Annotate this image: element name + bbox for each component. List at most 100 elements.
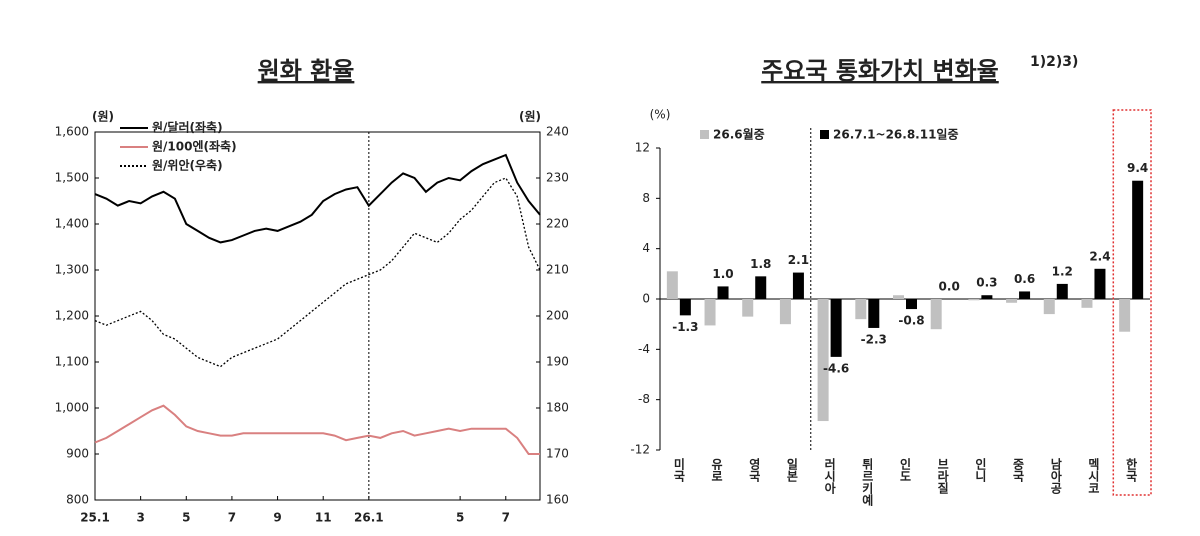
x-tick-label: 3 xyxy=(136,511,144,525)
y2-tick-label: 210 xyxy=(546,263,569,277)
x-tick-label: 9 xyxy=(273,511,281,525)
bar xyxy=(855,299,867,320)
legend-label: 원/달러(좌축) xyxy=(152,120,223,135)
y-unit: (%) xyxy=(650,108,671,122)
bar xyxy=(1119,299,1131,332)
series-line xyxy=(94,177,541,368)
highlight-box xyxy=(1112,109,1152,496)
series-line xyxy=(94,404,540,455)
bar xyxy=(1043,299,1055,315)
x-tick-label: 5 xyxy=(456,511,464,525)
value-label: -2.3 xyxy=(861,332,887,346)
value-label: 1.0 xyxy=(712,267,733,281)
value-label: 1.8 xyxy=(750,257,771,271)
bar xyxy=(742,299,754,317)
x-tick-label: 일본 xyxy=(785,458,799,483)
x-tick-label: 남아공 xyxy=(1049,457,1063,495)
y2-tick-label: 180 xyxy=(546,401,569,415)
y-tick-label: 1,300 xyxy=(55,263,89,277)
bar xyxy=(1056,283,1068,299)
y2-tick-label: 200 xyxy=(546,309,569,323)
x-tick-label: 26.1 xyxy=(354,511,384,525)
y-tick-label: 1,500 xyxy=(55,171,89,185)
value-label: -0.8 xyxy=(898,314,924,328)
x-tick-label: 25.1 xyxy=(80,511,110,525)
x-tick-label: 브라질 xyxy=(936,458,950,495)
value-label: 0.0 xyxy=(939,280,960,294)
bar xyxy=(1132,180,1144,299)
bar xyxy=(981,295,993,299)
bar xyxy=(906,299,917,310)
y2-unit: (원) xyxy=(519,110,541,124)
x-tick-label: 미국 xyxy=(672,457,686,483)
y-tick-label: 800 xyxy=(66,493,89,507)
plot-frame xyxy=(94,131,541,501)
bar xyxy=(755,276,767,299)
x-tick-label: 튀르키예 xyxy=(860,458,874,507)
x-tick-label: 7 xyxy=(228,511,236,525)
x-tick-label: 5 xyxy=(182,511,190,525)
y2-tick-label: 170 xyxy=(546,447,569,461)
x-tick-label: 인도 xyxy=(898,457,912,482)
x-tick-label: 멕시코 xyxy=(1086,457,1100,494)
bar xyxy=(893,295,904,299)
value-label: -4.6 xyxy=(823,361,849,375)
y-tick-label: -8 xyxy=(638,392,650,406)
bar xyxy=(1019,291,1031,299)
y2-tick-label: 240 xyxy=(546,125,569,139)
y-tick-label: -4 xyxy=(638,342,650,356)
value-label: -1.3 xyxy=(672,320,698,334)
x-tick-label: 한국 xyxy=(1124,457,1138,483)
y-tick-label: 1,200 xyxy=(55,309,89,323)
bar xyxy=(1094,268,1106,299)
x-tick-label: 영국 xyxy=(747,457,761,483)
x-tick-label: 7 xyxy=(502,511,510,525)
legend-label: 26.7.1~26.8.11일중 xyxy=(833,128,959,142)
x-tick-label: 러시아 xyxy=(823,457,837,495)
x-tick-label: 11 xyxy=(315,511,332,525)
y-tick-label: 8 xyxy=(642,191,650,205)
y-tick-label: 12 xyxy=(635,141,650,155)
value-label: 2.1 xyxy=(788,253,809,267)
title-note: 1)2)3) xyxy=(1030,54,1078,70)
bar xyxy=(1081,299,1093,308)
bar xyxy=(704,299,716,326)
legend-swatch xyxy=(820,130,829,139)
value-label: 1.2 xyxy=(1052,264,1073,278)
bar xyxy=(868,299,880,328)
legend-label: 26.6월중 xyxy=(713,127,765,142)
bar xyxy=(779,299,791,325)
bar xyxy=(666,271,678,299)
y-tick-label: 1,100 xyxy=(55,355,89,369)
bar xyxy=(679,299,691,316)
legend-label: 원/위안(우축) xyxy=(152,158,223,173)
y-tick-label: 1,400 xyxy=(55,217,89,231)
y-tick-label: -12 xyxy=(630,443,650,457)
y-tick-label: 1,600 xyxy=(55,125,89,139)
bar xyxy=(792,272,804,299)
x-tick-label: 유로 xyxy=(710,458,724,482)
value-label: 2.4 xyxy=(1089,249,1110,263)
value-label: 0.6 xyxy=(1014,272,1035,286)
y2-tick-label: 160 xyxy=(546,493,569,507)
chart-title: 원화 환율 xyxy=(258,57,355,85)
y2-tick-label: 220 xyxy=(546,217,569,231)
y2-tick-label: 230 xyxy=(546,171,569,185)
y-unit: (원) xyxy=(92,110,114,124)
value-label: 0.3 xyxy=(976,276,997,290)
series-line xyxy=(94,153,541,244)
bar xyxy=(968,299,980,301)
bar xyxy=(1006,299,1018,303)
y2-tick-label: 190 xyxy=(546,355,569,369)
x-tick-label: 중국 xyxy=(1011,458,1025,483)
legend-swatch xyxy=(700,130,709,139)
legend-label: 원/100엔(좌축) xyxy=(152,139,237,154)
y-tick-label: 900 xyxy=(66,447,89,461)
bar xyxy=(717,286,729,299)
bar xyxy=(817,299,829,422)
chart-title: 주요국 통화가치 변화율 xyxy=(761,57,999,85)
y-tick-label: 1,000 xyxy=(55,401,89,415)
x-tick-label: 인니 xyxy=(973,457,987,483)
y-tick-label: 4 xyxy=(642,241,650,255)
